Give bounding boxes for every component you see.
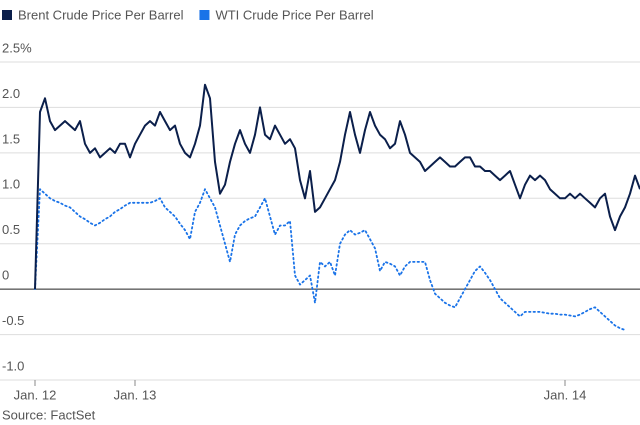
legend-label: WTI Crude Price Per Barrel: [215, 7, 373, 22]
y-tick-label: 0.5: [2, 222, 20, 237]
series-line: [34, 83, 640, 290]
x-tick-label: Jan. 13: [114, 387, 157, 402]
legend-swatch: [199, 10, 210, 20]
x-tick-label: Jan. 14: [544, 387, 587, 402]
y-tick-label: 1.0: [2, 177, 20, 192]
y-tick-label: 2.5%: [2, 40, 32, 55]
y-tick-label: -0.5: [2, 313, 24, 328]
source: Source: FactSet: [2, 407, 96, 422]
y-tick-label: 2.0: [2, 86, 20, 101]
y-tick-label: 0: [2, 268, 9, 283]
y-tick-label: 1.5: [2, 131, 20, 146]
y-tick-label: -1.0: [2, 358, 24, 373]
legend-swatch: [2, 10, 12, 20]
x-tick-label: Jan. 12: [14, 387, 57, 402]
legend-label: Brent Crude Price Per Barrel: [18, 7, 184, 22]
series-line: [34, 188, 626, 331]
